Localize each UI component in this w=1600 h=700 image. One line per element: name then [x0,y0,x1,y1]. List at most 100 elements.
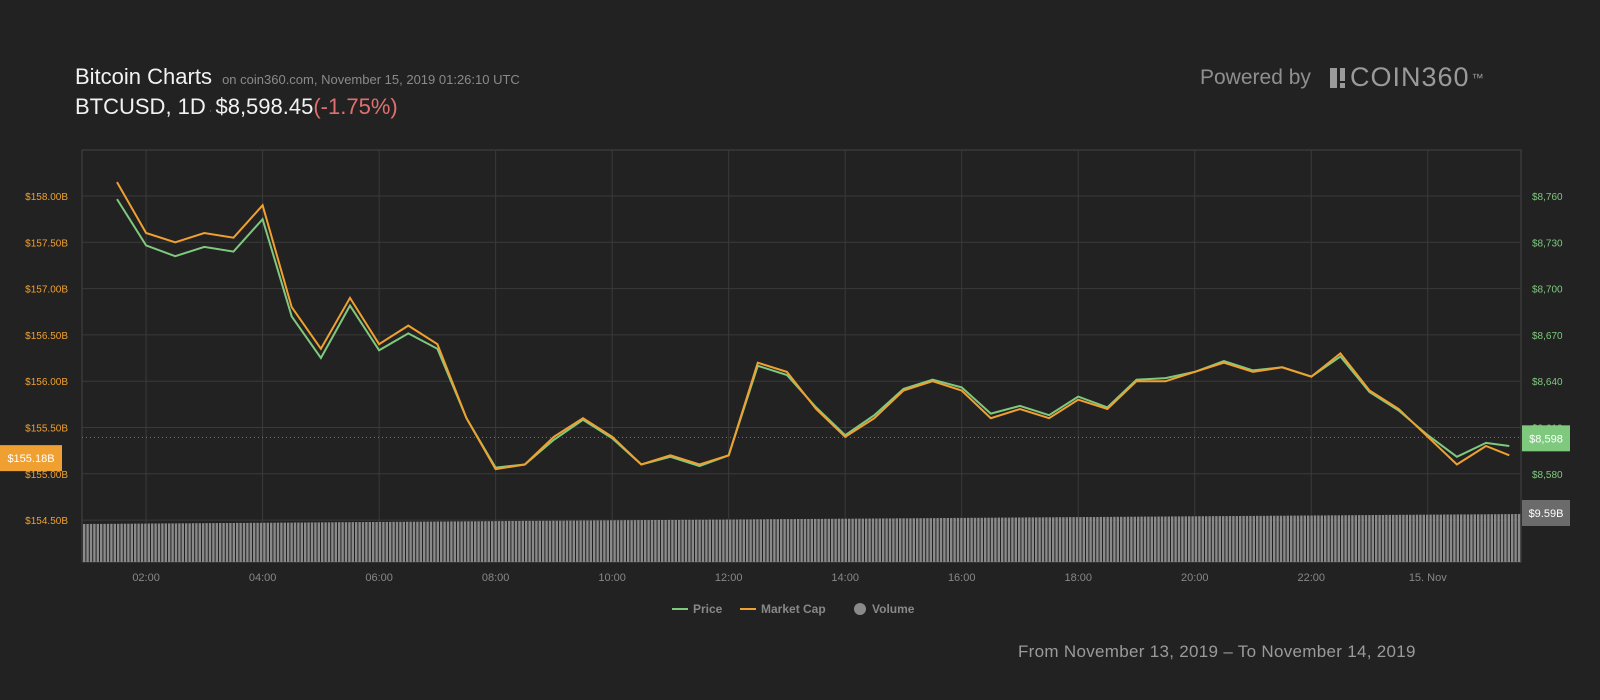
volume-bar [327,522,331,562]
volume-bar [1174,516,1177,562]
volume-bar [1079,517,1082,562]
ticker-price: $8,598.45 [215,94,314,119]
volume-bar [83,524,86,562]
volume-bar [769,519,773,562]
volume-bar [705,519,708,562]
volume-bar [926,518,929,562]
volume-bar [1028,517,1031,562]
volume-bar [1279,515,1283,562]
volume-bar [365,522,368,562]
volume-bar [423,521,426,562]
volume-bar [130,523,133,562]
volume-bar [963,517,966,562]
volume-bar [1055,517,1058,562]
volume-bar [266,522,269,562]
volume-bar [1504,514,1507,562]
volume-bar [678,519,681,562]
volume-bar [647,520,650,562]
volume-bar [1205,516,1208,562]
volume-bar [1392,514,1395,562]
volume-bar [426,521,429,562]
volume-bar [1313,515,1317,562]
volume-bar [273,522,276,562]
volume-bar [341,522,344,562]
volume-bar [858,518,861,562]
volume-bar [613,520,616,562]
volume-bar [1065,517,1068,562]
volume-bar [946,518,949,562]
current-price-box [1522,425,1570,452]
volume-bar [1473,514,1476,562]
volume-bar [1218,516,1221,562]
volume-bar [1048,517,1051,562]
volume-bar [270,522,273,562]
volume-bar [650,520,654,562]
x-tick-label: 06:00 [365,572,393,584]
volume-bar [586,520,589,562]
volume-bar [474,521,477,562]
volume-bar [310,522,314,562]
coin360-logo[interactable]: COIN360 ™ [1330,62,1485,93]
volume-bar [1422,514,1425,562]
volume-bar [1419,514,1422,562]
title-subtitle: on coin360.com, November 15, 2019 01:26:… [222,72,520,87]
volume-bar [1432,514,1436,562]
volume-bar [249,522,252,562]
volume-bar [1269,515,1272,562]
volume-bar [358,522,361,562]
volume-bar [671,519,674,562]
volume-bar [317,522,320,562]
volume-bar [616,520,620,562]
volume-bar [912,518,915,562]
volume-bar [956,517,960,562]
volume-bar [569,520,572,562]
volume-bar [800,519,803,562]
volume-bar [1052,517,1055,562]
volume-bar [419,521,422,562]
volume-bar [1341,515,1344,562]
volume-bar [868,518,871,562]
volume-bar [477,521,480,562]
chart-title: Bitcoin Charts on coin360.com, November … [75,64,520,90]
volume-bar [548,520,552,562]
legend-price-label[interactable]: Price [693,602,723,616]
volume-bar [902,518,905,562]
x-tick-label: 08:00 [482,572,510,584]
volume-bar [1385,514,1388,562]
volume-bar [973,517,977,562]
legend-volume-marker[interactable] [854,603,866,615]
volume-bar [528,520,531,562]
volume-bar [1358,515,1361,562]
y-left-tick-label: $154.50B [25,516,68,527]
volume-bar [103,523,106,562]
volume-bar [1215,516,1218,562]
y-left-tick-label: $156.50B [25,331,68,342]
volume-bar [810,518,813,562]
current-volume-label: $9.59B [1529,508,1564,520]
volume-bar [433,521,436,562]
volume-bar [715,519,718,562]
volume-bar [86,524,89,562]
volume-bar [508,521,511,562]
volume-bar [1024,517,1028,562]
legend-market-cap-label[interactable]: Market Cap [761,602,826,616]
volume-bar [610,520,613,562]
volume-bar [718,519,722,562]
volume-bar [878,518,881,562]
volume-bar [321,522,324,562]
volume-bar [134,523,137,562]
volume-bar [742,519,745,562]
volume-bar [708,519,711,562]
y-left-tick-label: $155.00B [25,470,68,481]
volume-bar [1276,515,1279,562]
volume-bar [232,523,235,562]
volume-bar [1140,516,1143,562]
legend-volume-label[interactable]: Volume [872,602,915,616]
volume-bar [501,521,504,562]
volume-bar [538,520,541,562]
volume-bar [110,523,113,562]
current-market-cap-label: $155.18B [7,453,54,465]
volume-bar [1157,516,1160,562]
volume-bar [178,523,181,562]
